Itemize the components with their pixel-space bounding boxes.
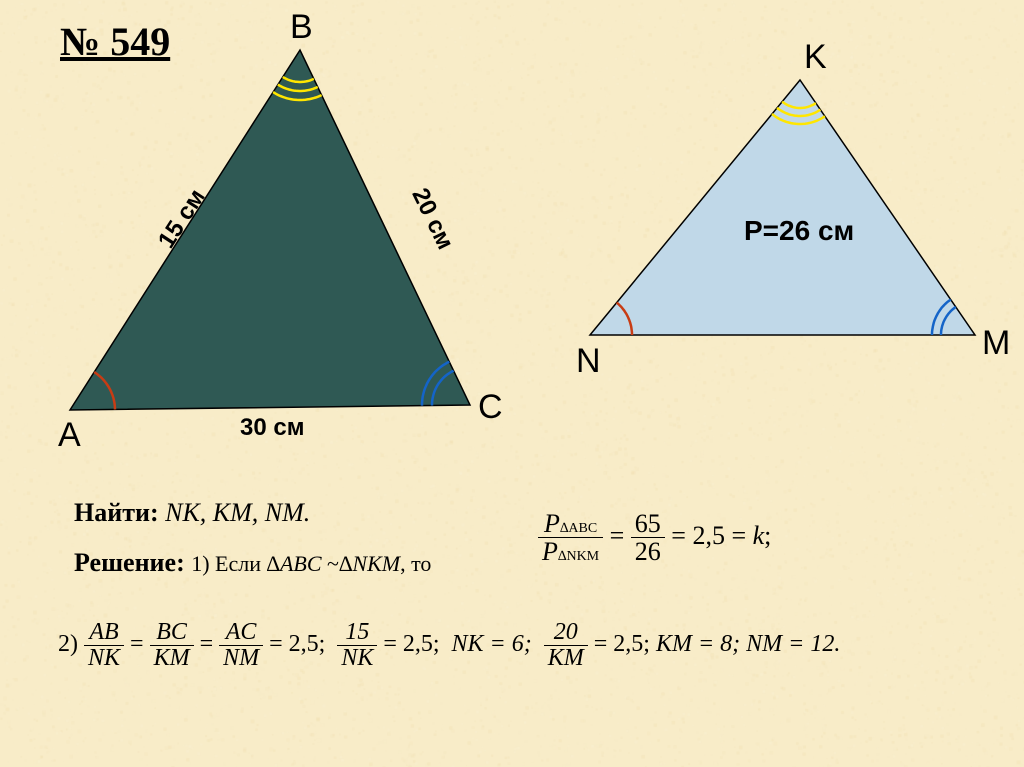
vertex-label-B: B <box>290 8 313 47</box>
perimeter-ratio: P∆ABCP∆NKM = 6526 = 2,5 = k; <box>538 510 771 566</box>
vertex-label-A: A <box>58 416 81 455</box>
find-text: Найти: NK, KM, NM. <box>74 498 310 528</box>
triangle-nkm <box>590 80 975 335</box>
solution-line-2: 2) ABNK = BCKM = ACNM = 2,5; 15NK = 2,5;… <box>58 620 840 671</box>
side-label-AC: 30 см <box>240 414 304 442</box>
vertex-label-K: K <box>804 38 827 77</box>
vertex-label-M: M <box>982 324 1010 363</box>
perimeter-nkm: Р=26 см <box>744 215 854 247</box>
solve-text: Решение: 1) Если ∆ABC ~∆NKM, то <box>74 548 431 578</box>
vertex-label-N: N <box>576 342 601 381</box>
vertex-label-C: C <box>478 388 503 427</box>
triangle-abc <box>70 50 470 410</box>
